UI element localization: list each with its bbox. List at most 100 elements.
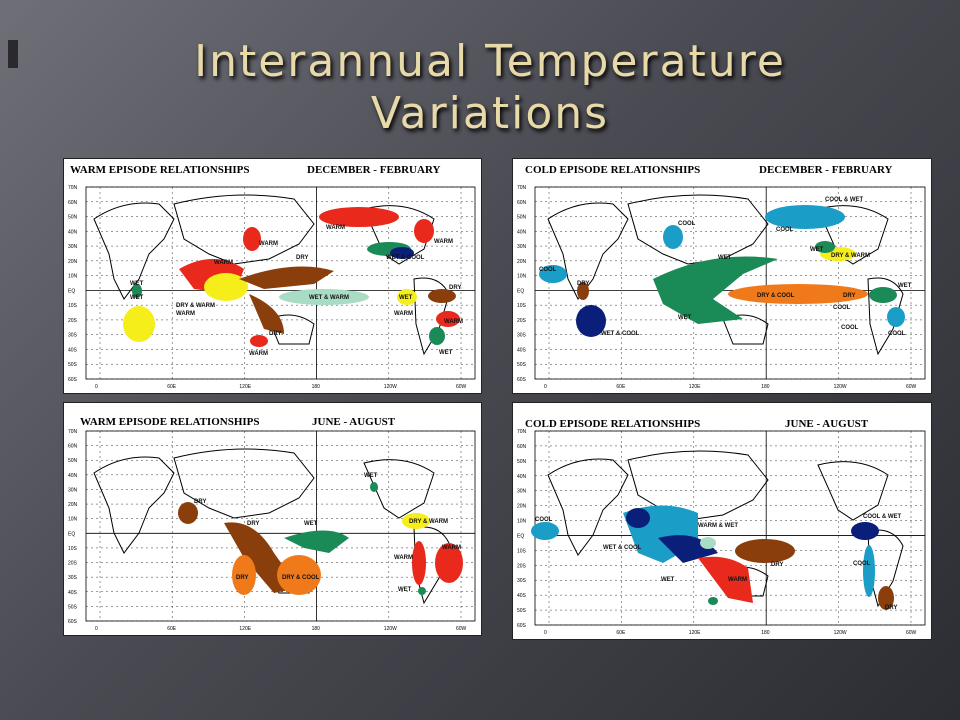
- region-warm: [698, 556, 753, 603]
- lat-tick-label: 20S: [517, 318, 527, 324]
- map-label: WET: [439, 350, 453, 356]
- lon-tick-label: 60E: [167, 626, 177, 632]
- lon-tick-label: 60E: [616, 384, 626, 390]
- lat-tick-label: 70N: [517, 185, 527, 191]
- map-label: WET: [398, 587, 412, 593]
- map-header-right: DECEMBER - FEBRUARY: [759, 164, 893, 176]
- lat-tick-label: 10S: [517, 548, 527, 554]
- region-dry-warm: [123, 306, 155, 342]
- region-warm-wet: [700, 537, 716, 549]
- map-label: WET & COOL: [603, 545, 642, 551]
- map-label: DRY: [885, 605, 897, 611]
- lon-tick-label: 120W: [834, 630, 847, 636]
- region-dry-cool: [277, 555, 321, 595]
- lat-tick-label: 40S: [68, 590, 78, 596]
- lon-tick-label: 60E: [167, 384, 177, 390]
- region-cool-wet: [626, 508, 650, 528]
- lat-tick-label: 30N: [68, 244, 78, 250]
- region-cool: [531, 522, 559, 540]
- region-wet: [429, 327, 445, 345]
- lat-tick-label: 70N: [68, 429, 78, 435]
- map-label: DRY & WARM: [831, 253, 870, 259]
- map-label: WET & COOL: [601, 331, 640, 337]
- map-label: WET: [304, 521, 318, 527]
- lon-tick-label: 180: [761, 384, 770, 390]
- map-header-left: COLD EPISODE RELATIONSHIPS: [525, 164, 700, 176]
- lat-tick-label: 10S: [517, 303, 527, 309]
- map-label: COOL: [678, 221, 696, 227]
- map-grid: 70N 60N 50N 40N 30N 20N 10N EQ 10S 20S 30S 40S 50S 60…: [68, 429, 476, 632]
- region-dry-cool: [232, 555, 256, 595]
- map-label: DRY: [771, 562, 783, 568]
- anomaly-regions: [123, 207, 460, 347]
- lat-tick-label: 50S: [517, 362, 527, 368]
- region-cool: [887, 307, 905, 327]
- region-labels: COOL COOL & WET COOL COOL WET DRY & WARM…: [539, 197, 912, 337]
- map-header-left: WARM EPISODE RELATIONSHIPS: [70, 164, 250, 176]
- map-label: WET: [678, 315, 692, 321]
- map-label: WET: [661, 577, 675, 583]
- map-label: DRY: [247, 521, 259, 527]
- lat-tick-label: 60N: [517, 444, 527, 450]
- lat-tick-label: 40N: [68, 229, 78, 235]
- map-label: DRY & COOL: [282, 575, 320, 581]
- lon-tick-label: 0: [544, 630, 547, 636]
- lon-tick-label: 120E: [689, 630, 701, 636]
- region-wet: [869, 287, 897, 303]
- map-label: COOL & WET: [825, 197, 864, 203]
- region-dry: [878, 586, 894, 610]
- region-cool: [863, 545, 875, 597]
- map-label: COOL & WET: [863, 514, 902, 520]
- map-warm-jun-aug: WARM EPISODE RELATIONSHIPS JUNE - AUGUST…: [63, 402, 482, 636]
- map-cold-dec-feb: COLD EPISODE RELATIONSHIPS DECEMBER - FE…: [512, 158, 932, 394]
- region-labels: WARM DRY WARM WET DRY & WARM WET & WARM …: [130, 225, 463, 357]
- region-dry-warm: [402, 513, 430, 529]
- region-dry-warm: [204, 273, 248, 301]
- map-label: DRY: [296, 255, 308, 261]
- map-label: WARM: [442, 545, 461, 551]
- region-warm: [436, 311, 460, 327]
- map-label: WARM: [259, 241, 278, 247]
- map-label: DRY: [449, 285, 461, 291]
- lat-tick-label: 40N: [517, 229, 527, 235]
- map-label: WARM: [444, 319, 463, 325]
- map-label: WET & WARM: [309, 295, 349, 301]
- region-cool: [663, 225, 683, 249]
- region-wet: [653, 256, 778, 324]
- lat-tick-label: EQ: [517, 288, 524, 294]
- lon-tick-label: 120E: [239, 626, 251, 632]
- map-label: WET: [364, 473, 378, 479]
- lon-tick-label: 60W: [906, 630, 917, 636]
- lon-tick-label: 120W: [834, 384, 847, 390]
- map-svg-3: WARM EPISODE RELATIONSHIPS JUNE - AUGUST…: [68, 416, 476, 632]
- map-label: COOL: [841, 325, 859, 331]
- lat-tick-label: EQ: [517, 533, 524, 539]
- region-wet-cool: [576, 305, 606, 337]
- lat-tick-label: 30S: [517, 578, 527, 584]
- lat-tick-label: 30N: [517, 244, 527, 250]
- map-label: WARM: [326, 225, 345, 231]
- region-labels: COOL WARM & WET WET & COOL COOL & WET DR…: [535, 514, 902, 611]
- region-dry: [428, 289, 456, 303]
- lat-tick-label: 30S: [68, 333, 78, 339]
- lat-tick-label: 50N: [517, 459, 527, 465]
- anomaly-regions: [539, 205, 905, 337]
- map-label: WET: [810, 247, 824, 253]
- lon-tick-label: 60W: [456, 384, 467, 390]
- region-warm: [319, 207, 399, 227]
- lat-tick-label: 60S: [517, 377, 527, 383]
- map-label: COOL: [888, 331, 906, 337]
- region-dry: [249, 294, 284, 334]
- region-dry: [577, 282, 589, 300]
- lat-tick-label: 60S: [68, 619, 78, 625]
- map-cold-jun-aug: COLD EPISODE RELATIONSHIPS JUNE - AUGUST…: [512, 402, 932, 640]
- lat-tick-label: 10N: [68, 517, 78, 523]
- lon-tick-label: 180: [312, 626, 321, 632]
- lat-tick-label: 40S: [517, 347, 527, 353]
- region-dry-cool: [728, 284, 868, 304]
- region-cool: [539, 265, 567, 283]
- region-wet: [708, 597, 718, 605]
- lon-tick-label: 120E: [689, 384, 701, 390]
- map-label: DRY & WARM: [409, 519, 448, 525]
- lat-tick-label: 20N: [517, 504, 527, 510]
